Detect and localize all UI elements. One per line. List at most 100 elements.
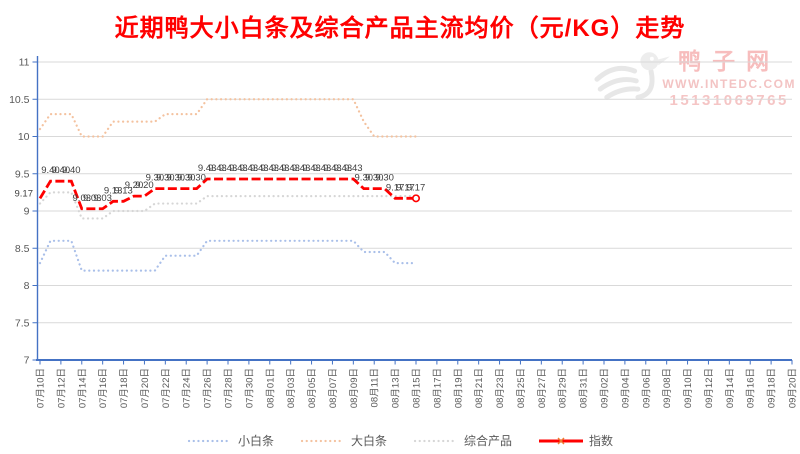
x-tick-label: 09月20日 [788,368,799,408]
index-data-label: 9.30 [355,173,374,184]
index-data-label: 9.43 [302,163,321,174]
x-tick-label: 08月29日 [558,368,569,408]
chart-title: 近期鸭大小白条及综合产品主流均价（元/KG）走势 [114,15,686,42]
x-tick-label: 08月11日 [370,368,381,407]
x-tick-label: 08月07日 [328,368,339,408]
index-data-label: 9.40 [62,165,81,176]
x-tick-label: 07月26日 [203,368,214,408]
watermark-url: WWW.INTEDC.COM [662,77,796,91]
legend-label-index: 指数 [589,434,614,448]
y-axis: 11 10.5 10 9.5 9 8.5 8 7.5 7 [9,56,39,367]
y-tick-label: 9.5 [15,168,30,180]
x-tick-label: 08月15日 [412,368,423,408]
y-tick-label: 10 [18,131,30,143]
y-tick-label: 7 [24,355,30,367]
index-data-label: 9.43 [344,163,363,174]
index-data-label: 9.40 [52,165,71,176]
x-tick-label: 08月03日 [286,368,297,408]
x-tick-label: 07月20日 [140,368,151,408]
x-tick-label: 07月18日 [119,368,130,408]
legend-label-small-white-strip: 小白条 [237,434,274,448]
y-tick-label: 10.5 [9,94,30,106]
index-data-label: 9.30 [146,173,165,184]
index-data-label: 9.43 [208,163,227,174]
index-last-point-marker [411,194,420,203]
index-data-label: 9.17 [15,188,34,199]
x-tick-label: 08月19日 [453,368,464,408]
x-tick-label: 07月24日 [182,368,193,408]
index-data-label: 9.43 [261,163,280,174]
y-tick-label: 7.5 [15,317,30,329]
x-tick-label: 08月23日 [495,368,506,408]
legend-label-large-white-strip: 大白条 [350,434,387,448]
index-data-label: 9.17 [386,182,405,193]
watermark-site-name: 鸭子网 [678,48,781,74]
index-data-label: 9.30 [375,173,394,184]
index-data-label: 9.43 [250,163,269,174]
index-data-label: 9.30 [365,173,384,184]
series-index: 9.179.409.409.409.039.039.039.139.139.20… [15,163,425,211]
x-tick-label: 08月27日 [537,368,548,408]
index-data-label: 9.30 [177,173,196,184]
x-tick-label: 09月14日 [725,368,736,408]
index-data-label: 9.13 [104,185,123,196]
x-tick-label: 09月04日 [620,368,631,408]
index-data-label: 9.43 [240,163,259,174]
x-tick-label: 08月01日 [265,368,276,408]
y-tick-label: 8 [24,280,30,292]
x-tick-label: 09月16日 [746,368,757,408]
watermark-phone: 15131069765 [669,92,789,109]
legend-item-large-white-strip: 大白条 [300,432,387,449]
x-tick-label: 08月17日 [432,368,443,408]
legend-item-composite-product: 综合产品 [413,432,512,449]
index-data-label: 9.40 [41,165,60,176]
x-tick-label: 09月02日 [600,368,611,408]
index-data-label: 9.30 [156,173,175,184]
x-tick-label: 07月22日 [161,368,172,408]
index-data-label: 9.43 [198,163,217,174]
x-tick-label: 07月12日 [56,368,67,408]
x-tick-label: 07月30日 [244,368,255,408]
legend-item-small-white-strip: 小白条 [187,432,274,449]
index-data-label: 9.20 [135,180,154,191]
x-tick-label: 09月06日 [641,368,652,408]
watermark: 鸭子网 WWW.INTEDC.COM 15131069765 [592,42,796,109]
x-axis: 07月10日 07月12日 07月14日 07月16日 07月18日 07月20日 07月2… [36,359,799,408]
index-data-label: 9.13 [114,185,133,196]
x-tick-label: 09月12日 [704,368,715,408]
index-data-label: 9.17 [396,182,415,193]
index-data-label: 9.43 [334,163,353,174]
index-data-label: 9.03 [73,193,92,204]
index-data-label: 9.03 [93,193,112,204]
chart-legend: 小白条 大白条 综合产品 指数 [0,432,800,449]
x-tick-label: 09月10日 [683,368,694,408]
series-large-white-strip [38,98,418,138]
legend-marker-index [539,437,584,444]
legend-item-index: 指数 [538,432,613,449]
x-tick-label: 09月08日 [662,368,673,408]
index-data-label: 9.43 [292,163,311,174]
x-tick-label: 08月31日 [579,368,590,408]
series-small-white-strip [38,239,418,272]
y-tick-label: 9 [24,206,30,218]
x-tick-label: 08月05日 [307,368,318,408]
x-tick-label: 08月09日 [349,368,360,408]
series-composite-product [38,191,418,220]
index-data-label: 9.30 [167,173,186,184]
duck-logo-icon [594,51,671,100]
y-tick-label: 8.5 [15,243,30,255]
index-data-label: 9.43 [271,163,290,174]
x-tick-label: 08月13日 [391,368,402,408]
legend-marker-small-white-strip [187,439,233,442]
x-tick-label: 08月21日 [474,368,485,408]
watermark-text: 鸭子网 WWW.INTEDC.COM 15131069765 [662,42,796,109]
index-data-label: 9.03 [83,193,102,204]
index-data-label: 9.43 [281,163,300,174]
x-tick-label: 07月14日 [77,368,88,408]
legend-marker-large-white-strip [300,439,346,442]
index-data-label: 9.30 [187,173,206,184]
x-tick-label: 07月16日 [98,368,109,408]
index-data-label: 9.20 [125,180,144,191]
